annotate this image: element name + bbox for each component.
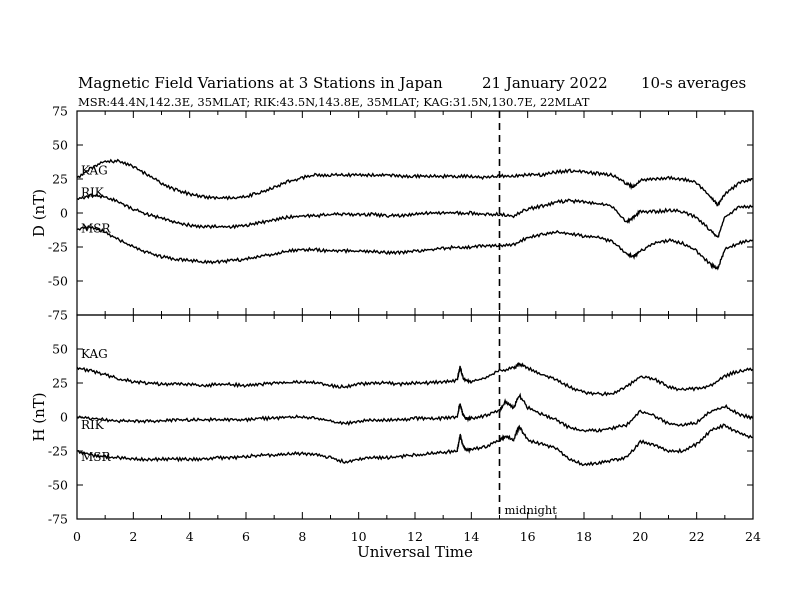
series-line-rik-h <box>76 392 754 433</box>
y-tick-label: -50 <box>48 478 68 493</box>
series-label-rik: RIK <box>81 418 105 432</box>
x-tick-label: 14 <box>463 529 479 544</box>
x-tick-label: 2 <box>129 529 137 544</box>
x-tick-label: 16 <box>520 529 536 544</box>
y-axis-title-d: D (nT) <box>30 189 48 237</box>
stations-line: MSR:44.4N,142.3E, 35MLAT; RIK:43.5N,143.… <box>78 95 590 109</box>
series-line-rik-d <box>76 193 754 238</box>
figure-title: Magnetic Field Variations at 3 Stations … <box>78 74 443 92</box>
y-tick-label: 25 <box>52 172 68 187</box>
y-tick-label: -75 <box>48 512 68 527</box>
d-panel: 75 50 25 0 -25 -50 -75 D (nT) KAG RIK MSR <box>30 104 754 323</box>
x-tick-label: 0 <box>73 529 81 544</box>
x-tick-label: 12 <box>407 529 423 544</box>
series-line-msr-d <box>76 225 754 271</box>
x-tick-label: 4 <box>186 529 194 544</box>
y-axis-title-h: H (nT) <box>30 392 48 441</box>
x-tick-label: 22 <box>689 529 705 544</box>
x-tick-label: 10 <box>351 529 367 544</box>
y-tick-label: 75 <box>52 104 68 119</box>
y-tick-label: 0 <box>60 410 68 425</box>
y-tick-label: -75 <box>48 308 68 323</box>
x-tick-label: 20 <box>632 529 648 544</box>
y-tick-label: 50 <box>52 342 68 357</box>
y-tick-label: 50 <box>52 138 68 153</box>
midnight-label: midnight <box>505 503 558 517</box>
y-tick-label: -50 <box>48 274 68 289</box>
overlay: midnight <box>498 111 558 519</box>
y-tick-label: 25 <box>52 376 68 391</box>
series-label-rik: RIK <box>81 185 105 199</box>
x-tick-label: 18 <box>576 529 592 544</box>
y-tick-label: -25 <box>48 240 68 255</box>
series-label-msr: MSR <box>81 221 112 235</box>
figure-averaging: 10-s averages <box>641 74 746 92</box>
figure-date: 21 January 2022 <box>482 74 608 92</box>
x-tick-label: 8 <box>298 529 306 544</box>
series-line-kag-h <box>76 362 754 397</box>
series-line-kag-d <box>76 158 754 207</box>
series-label-kag: KAG <box>81 347 108 361</box>
series-label-msr: MSR <box>81 450 112 464</box>
series-line-msr-h <box>76 423 753 467</box>
series-label-kag: KAG <box>81 164 108 178</box>
x-tick-label: 24 <box>745 529 761 544</box>
x-tick-label: 6 <box>242 529 250 544</box>
x-axis-title: Universal Time <box>357 543 473 561</box>
y-tick-label: -25 <box>48 444 68 459</box>
y-tick-label: 0 <box>60 206 68 221</box>
